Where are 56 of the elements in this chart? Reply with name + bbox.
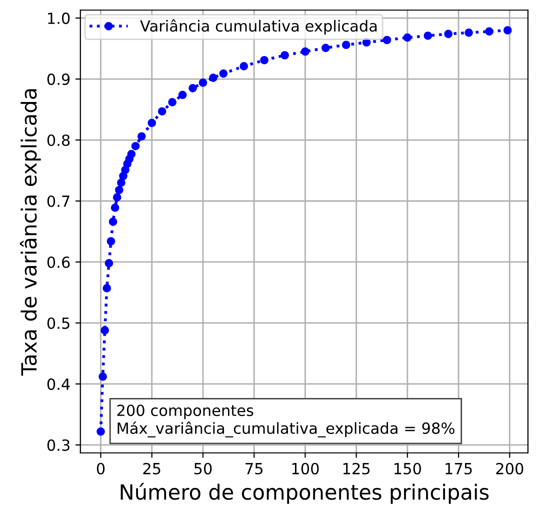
point <box>108 218 118 226</box>
y-tick-label: 1.0 <box>48 12 70 24</box>
point <box>424 32 432 40</box>
point <box>321 44 330 52</box>
point <box>503 26 512 34</box>
point <box>127 150 136 158</box>
point <box>260 56 268 64</box>
point <box>148 118 156 128</box>
point <box>98 372 107 381</box>
point <box>342 40 350 50</box>
y-tick-label: 0.4 <box>47 378 70 390</box>
point <box>280 51 289 60</box>
point <box>131 142 140 150</box>
point <box>178 90 187 100</box>
y-tick-label: 0.9 <box>47 74 70 86</box>
x-tick-label: 200 <box>496 462 524 474</box>
point <box>382 36 392 44</box>
point <box>114 186 124 194</box>
annotation: 200 componentes Máx_variância_cumulativa_explicada = 98% <box>117 404 454 438</box>
x-tick-label: 125 <box>343 462 370 474</box>
point <box>219 69 228 78</box>
x-tick-label: 150 <box>394 462 421 474</box>
point <box>158 107 166 116</box>
point <box>485 27 494 36</box>
y-tick-label: 0.6 <box>47 256 70 268</box>
point <box>301 47 310 56</box>
y-tick-label: 0.3 <box>47 439 70 451</box>
x-tick-label: 175 <box>446 463 472 474</box>
y-tick-label: 0.8 <box>47 134 70 146</box>
x-axis-title: Número de componentes principais <box>120 482 489 504</box>
x-tick-label: 100 <box>292 462 319 474</box>
y-tick-label: 0.5 <box>47 317 70 329</box>
x-tick-label: 50 <box>194 462 212 474</box>
point <box>464 28 473 37</box>
x-tick-label: 0 <box>96 462 105 474</box>
point <box>96 427 105 436</box>
point <box>444 30 452 38</box>
y-tick-label: 0.7 <box>47 195 70 208</box>
point <box>102 284 112 292</box>
x-tick-label: 75 <box>246 463 262 474</box>
point <box>403 33 412 42</box>
y-axis-title: Taxa de variância explicada <box>20 89 41 376</box>
x-tick-label: 25 <box>143 462 160 474</box>
point <box>106 237 116 246</box>
legend-label: Variância cumulativa explicada <box>140 19 377 35</box>
point <box>168 98 176 106</box>
point <box>198 78 208 87</box>
point <box>100 326 109 334</box>
point <box>104 259 114 268</box>
point <box>110 204 120 212</box>
point <box>240 62 248 70</box>
point <box>117 178 126 187</box>
point <box>209 74 218 82</box>
point <box>137 132 146 141</box>
point <box>112 193 122 202</box>
point <box>188 84 197 92</box>
